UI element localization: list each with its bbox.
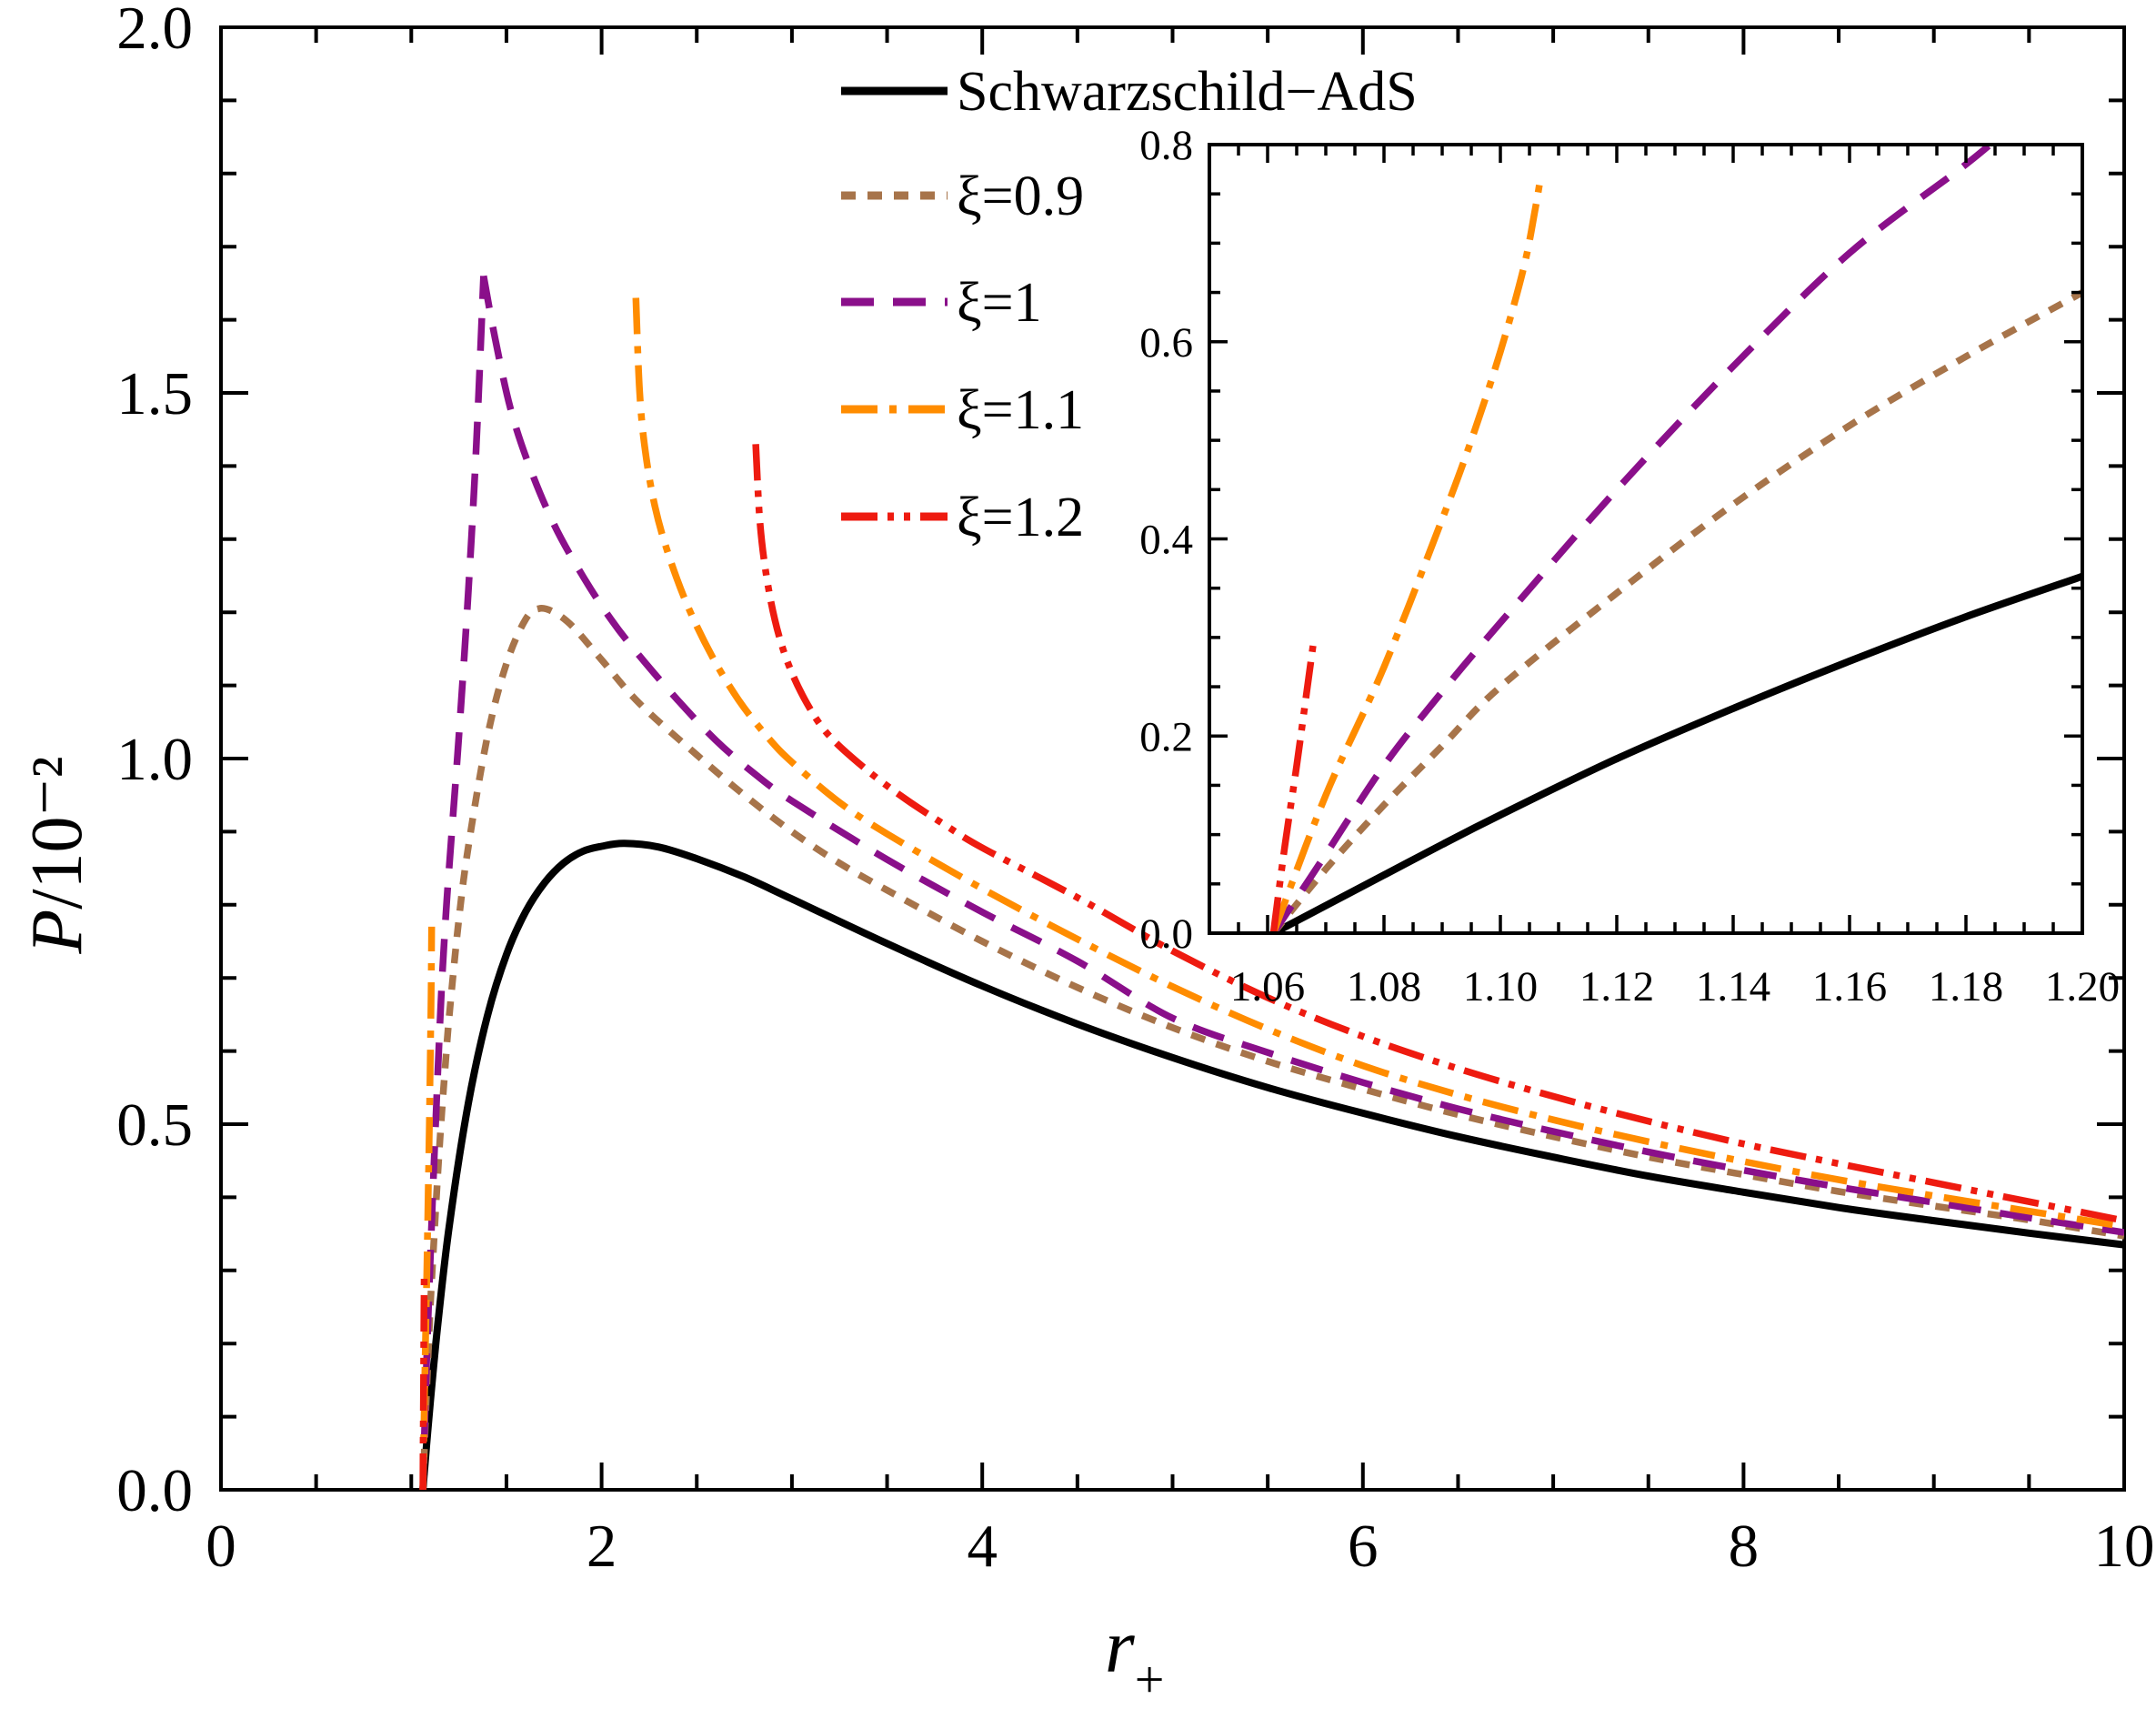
inset-plot: 1.06 1.08 1.10 1.12 1.14 1.16 1.18 1.200.00.20.… [1139,122,2120,1010]
curve-xi-1.2-main [419,1270,428,1490]
y-tick-label: 1.5 [116,360,193,427]
legend-item-xi-1.1: ξ=1.1 [841,379,1084,441]
curve-xi-1-main [480,275,2124,1236]
y-axis-title-units: /10⁻² [17,756,97,910]
y-tick-label: 0.5 [116,1091,193,1159]
legend-label-schwarzschild-ads: Schwarzschild−AdS [957,61,1418,123]
curve-xi-1-main [419,276,487,1490]
curve-xi-0.9-main [419,605,2124,1490]
inset-y-tick-label: 0.0 [1139,910,1193,958]
x-axis-title-symbol: r [1105,1604,1135,1689]
curve-xi-0.9-inset [1270,289,2082,933]
curve-xi-1.1-main [419,926,436,1490]
x-axis-title-subscript: + [1134,1650,1165,1709]
inset-x-tick-label: 1.06 [1230,963,1305,1010]
inset-y-tick-labels: 0.0 0.2 0.4 0.6 0.8 [1139,122,1193,958]
legend-label-xi-1: ξ=1 [957,272,1042,334]
curve-xi-1.1-main [632,297,2124,1231]
inset-x-tick-label: 1.16 [1812,963,1887,1010]
inset-x-tick-label: 1.20 [2045,963,2120,1010]
y-tick-label: 2.0 [116,0,193,62]
legend-label-xi-1.1: ξ=1.1 [957,379,1084,441]
curve-xi-1.1-inset [1269,173,1545,933]
curve-xi-1-inset [1270,145,1996,933]
x-axis-title: r+ [1105,1603,1164,1710]
inset-curves [1269,145,2082,933]
y-axis-title: P/10⁻² [14,756,99,953]
inset-x-tick-labels: 1.06 1.08 1.10 1.12 1.14 1.16 1.18 1.20 [1230,963,2120,1010]
x-tick-label: 4 [967,1513,998,1580]
curve-schwarzschild-ads-main [419,839,2124,1490]
y-axis-title-symbol: P [17,909,97,954]
curve-schwarzschild-ads-inset [1271,572,2082,933]
x-tick-label: 10 [2094,1513,2155,1580]
main-axis-ticks [219,25,2126,1492]
inset-x-tick-label: 1.18 [1929,963,2003,1010]
inset-x-tick-label: 1.08 [1347,963,1421,1010]
x-tick-label: 6 [1348,1513,1379,1580]
inset-background [1209,145,2082,933]
inset-x-tick-label: 1.12 [1579,963,1654,1010]
legend-label-xi-1.2: ξ=1.2 [957,487,1084,548]
main-curves [419,275,2124,1490]
x-axis-tick-labels: 0 2 4 6 8 10 [206,1513,2154,1580]
legend: Schwarzschild−AdS ξ=0.9 ξ=1 ξ=1.1 ξ=1.2 [841,61,1418,548]
y-tick-label: 0.0 [116,1457,193,1524]
x-tick-label: 0 [206,1513,236,1580]
inset-x-tick-label: 1.14 [1696,963,1770,1010]
inset-axis-ticks [1209,143,2084,935]
inset-y-tick-label: 0.6 [1139,319,1193,367]
y-tick-label: 1.0 [116,726,193,793]
inset-x-tick-label: 1.10 [1463,963,1538,1010]
legend-label-xi-0.9: ξ=0.9 [957,166,1084,227]
inset-y-tick-label: 0.8 [1139,122,1193,169]
legend-item-xi-0.9: ξ=0.9 [841,166,1084,227]
x-tick-label: 8 [1729,1513,1760,1580]
legend-item-xi-1.2: ξ=1.2 [841,487,1084,548]
legend-item-xi-1: ξ=1 [841,272,1042,334]
x-tick-label: 2 [587,1513,617,1580]
inset-y-tick-label: 0.4 [1139,517,1193,564]
main-plot: 0 2 4 6 8 10 0.0 0.5 1.0 1.5 2.0 [116,0,2154,1580]
curve-xi-1.2-main [752,444,2124,1224]
inset-y-tick-label: 0.2 [1139,713,1193,760]
legend-item-schwarzschild-ads: Schwarzschild−AdS [841,61,1418,123]
curve-xi-1.2-inset [1269,637,1318,933]
y-axis-tick-labels: 0.0 0.5 1.0 1.5 2.0 [116,0,193,1524]
